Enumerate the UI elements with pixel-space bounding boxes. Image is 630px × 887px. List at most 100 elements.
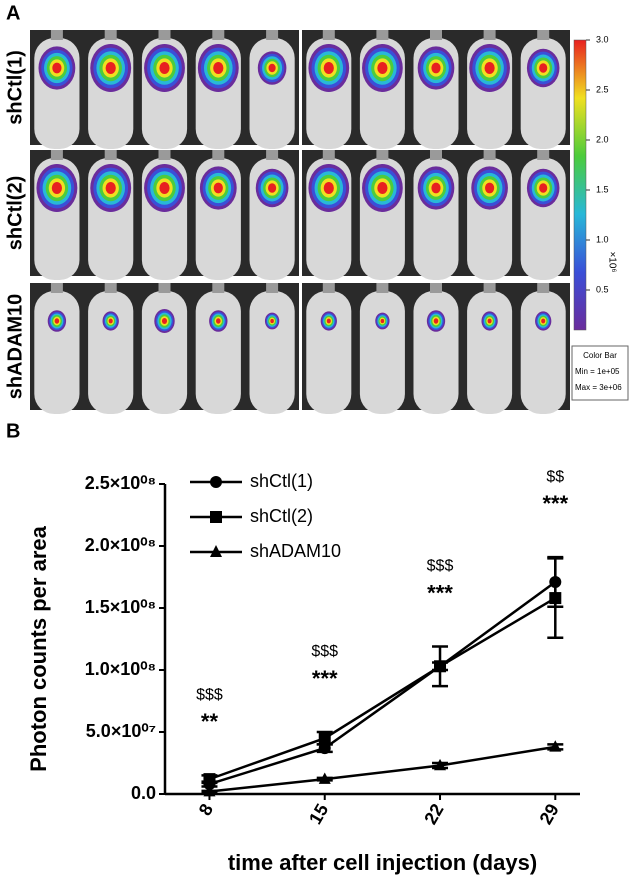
point	[549, 592, 562, 605]
mouse	[195, 291, 241, 414]
significance-star: ***	[427, 580, 453, 605]
ear-tag	[483, 150, 496, 160]
signal	[377, 182, 388, 194]
ear-tag	[376, 150, 389, 160]
color-tick-label: 3.0	[596, 34, 609, 44]
ear-tag	[537, 30, 550, 40]
ear-tag	[483, 283, 496, 293]
color-legend-title: Color Bar	[583, 351, 617, 360]
legend-marker	[210, 545, 222, 557]
ear-tag	[266, 30, 279, 40]
ear-tag	[266, 150, 279, 160]
ear-tag	[158, 283, 171, 293]
panel-label: A	[6, 2, 20, 24]
color-tick-label: 1.0	[596, 234, 609, 244]
significance-dollar: $$	[546, 468, 564, 485]
mouse	[467, 291, 513, 414]
ear-tag	[376, 283, 389, 293]
row-label: shCtl(1)	[4, 50, 26, 124]
signal	[323, 182, 334, 194]
mouse	[413, 291, 459, 414]
signal	[213, 62, 224, 74]
color-tick-label: 2.0	[596, 134, 609, 144]
ear-tag	[104, 283, 117, 293]
color-legend-max: Max = 3e+06	[575, 383, 622, 392]
mouse	[34, 291, 80, 414]
signal	[268, 183, 277, 193]
row-label: shADAM10	[4, 294, 26, 400]
signal	[108, 318, 113, 324]
mouse	[141, 291, 188, 414]
point	[203, 773, 216, 786]
signal	[216, 318, 221, 324]
signal	[105, 62, 116, 74]
signal	[485, 182, 495, 194]
signal	[51, 182, 63, 194]
x-axis-title: time after cell injection (days)	[228, 850, 537, 875]
point	[203, 784, 216, 797]
x-tick-label: 8	[195, 800, 217, 819]
y-tick-label: 5.0×10⁰⁷	[86, 721, 156, 741]
legend-label: shADAM10	[250, 541, 341, 561]
mouse	[88, 291, 134, 414]
signal	[213, 182, 223, 194]
y-tick-label: 0.0	[131, 783, 156, 803]
ear-tag	[104, 30, 117, 40]
significance-star: ***	[312, 666, 338, 691]
ear-tag	[212, 283, 225, 293]
ear-tag	[158, 30, 171, 40]
x-tick-label: 15	[305, 800, 332, 827]
x-tick-label: 22	[420, 800, 447, 827]
signal	[377, 62, 388, 74]
significance-dollar: $$$	[427, 558, 454, 575]
ear-tag	[322, 283, 335, 293]
signal	[541, 318, 546, 324]
ear-tag	[158, 150, 171, 160]
series-line	[209, 597, 556, 781]
color-tick-label: 0.5	[596, 284, 609, 294]
legend-label: shCtl(1)	[250, 471, 313, 491]
color-legend-min: Min = 1e+05	[575, 367, 620, 376]
ear-tag	[104, 150, 117, 160]
signal	[431, 62, 441, 74]
signal	[159, 182, 170, 194]
point	[549, 740, 562, 752]
row-label: shCtl(2)	[4, 176, 26, 250]
color-bar	[573, 39, 587, 331]
mouse	[249, 291, 295, 414]
legend-label: shCtl(2)	[250, 506, 313, 526]
ear-tag	[483, 30, 496, 40]
color-tick-label: 1.5	[596, 184, 609, 194]
panel-b: B 0.0 5.0×10⁰⁷ 1.0×10⁰⁸ 1.5×10⁰⁸ 2.0×10⁰⁸ 2.5×…	[6, 420, 580, 875]
ear-tag	[430, 30, 442, 40]
legend-marker	[210, 511, 222, 523]
ear-tag	[322, 30, 335, 40]
mouse	[359, 291, 405, 414]
signal	[380, 318, 385, 324]
signal	[431, 182, 441, 194]
ear-tag	[50, 30, 63, 40]
signal	[539, 183, 548, 193]
ear-tag	[266, 283, 279, 293]
x-tick-label: 29	[536, 800, 563, 827]
mouse	[306, 291, 352, 414]
y-tick-label: 1.5×10⁰⁸	[85, 597, 156, 617]
signal	[161, 318, 168, 324]
ear-tag	[322, 150, 335, 160]
panel-label: B	[6, 420, 20, 442]
signal	[52, 62, 62, 74]
signal	[539, 63, 548, 73]
significance-dollar: $$$	[311, 643, 338, 660]
signal	[270, 318, 274, 324]
series-line	[209, 580, 557, 786]
point	[434, 660, 447, 673]
ear-tag	[430, 150, 442, 160]
significance-star: **	[201, 709, 219, 734]
signal	[105, 182, 116, 194]
signal	[268, 63, 276, 73]
ear-tag	[430, 283, 442, 293]
y-tick-label: 2.0×10⁰⁸	[85, 535, 156, 555]
ear-tag	[50, 150, 63, 160]
ear-tag	[376, 30, 389, 40]
